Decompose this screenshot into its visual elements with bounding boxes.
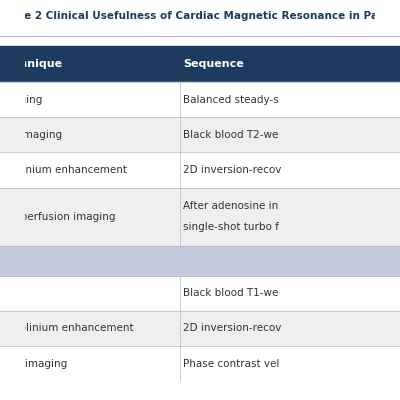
- Bar: [0, 46, 400, 82]
- Bar: [0, 276, 400, 311]
- Text: Balanced steady-s: Balanced steady-s: [183, 94, 279, 104]
- Text: 2D inversion-recov: 2D inversion-recov: [183, 324, 282, 334]
- Text: Table 2 Clinical Usefulness of Cardiac Magnetic Resonance in Patients with Suspe: Table 2 Clinical Usefulness of Cardiac M…: [0, 11, 400, 21]
- Text: Phase contrast vel: Phase contrast vel: [183, 359, 280, 369]
- Text: After adenosine in: After adenosine in: [183, 201, 278, 211]
- Text: adolinium enhancement: adolinium enhancement: [0, 165, 127, 175]
- Text: single-shot turbo f: single-shot turbo f: [183, 222, 279, 232]
- Text: gadolinium enhancement: gadolinium enhancement: [0, 324, 134, 334]
- Text: Black blood T2-we: Black blood T2-we: [183, 130, 278, 140]
- Text: flow imaging: flow imaging: [0, 359, 68, 369]
- Bar: [0, 246, 400, 276]
- Bar: [0, 0, 400, 36]
- Bar: [0, 311, 400, 346]
- Text: ass perfusion imaging: ass perfusion imaging: [0, 212, 116, 222]
- Bar: [0, 117, 400, 152]
- Bar: [0, 346, 400, 381]
- Text: 2D inversion-recov: 2D inversion-recov: [183, 165, 282, 175]
- Text: Technique: Technique: [0, 59, 63, 69]
- Bar: [0, 152, 400, 188]
- Text: Sequence: Sequence: [183, 59, 244, 69]
- Bar: [0, 82, 400, 117]
- Text: imaging: imaging: [0, 94, 43, 104]
- Text: ma imaging: ma imaging: [0, 130, 62, 140]
- Bar: [0, 188, 400, 246]
- Text: Black blood T1-we: Black blood T1-we: [183, 288, 278, 298]
